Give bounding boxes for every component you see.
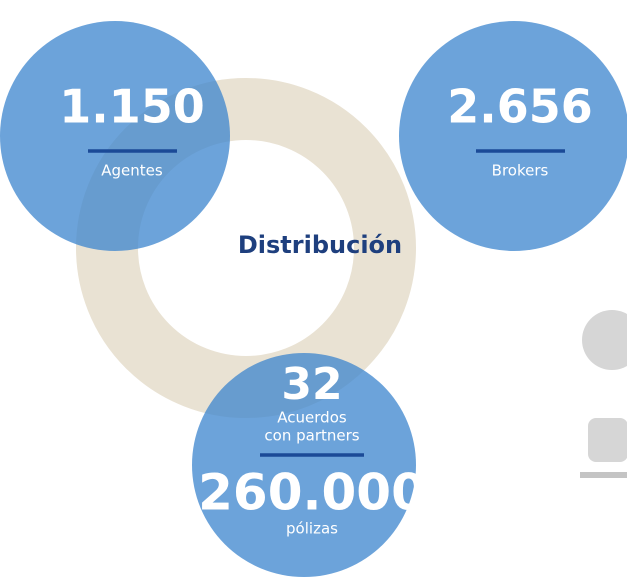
agents-value: 1.150 xyxy=(59,80,205,134)
brokers-label: Brokers xyxy=(492,162,549,180)
brokers-circle xyxy=(399,21,627,251)
partners-circle xyxy=(192,353,416,577)
brokers-value: 2.656 xyxy=(447,80,593,134)
partners-label: Acuerdos xyxy=(277,409,347,427)
policies-label: pólizas xyxy=(286,520,338,538)
policies-value: 260.000 xyxy=(198,464,426,522)
agents-circle xyxy=(0,21,230,251)
partners-value: 32 xyxy=(281,359,342,410)
partner-logos xyxy=(580,310,627,478)
center-title: Distribución xyxy=(238,231,402,259)
agents-label: Agentes xyxy=(101,162,163,180)
partners-label: con partners xyxy=(264,427,359,445)
